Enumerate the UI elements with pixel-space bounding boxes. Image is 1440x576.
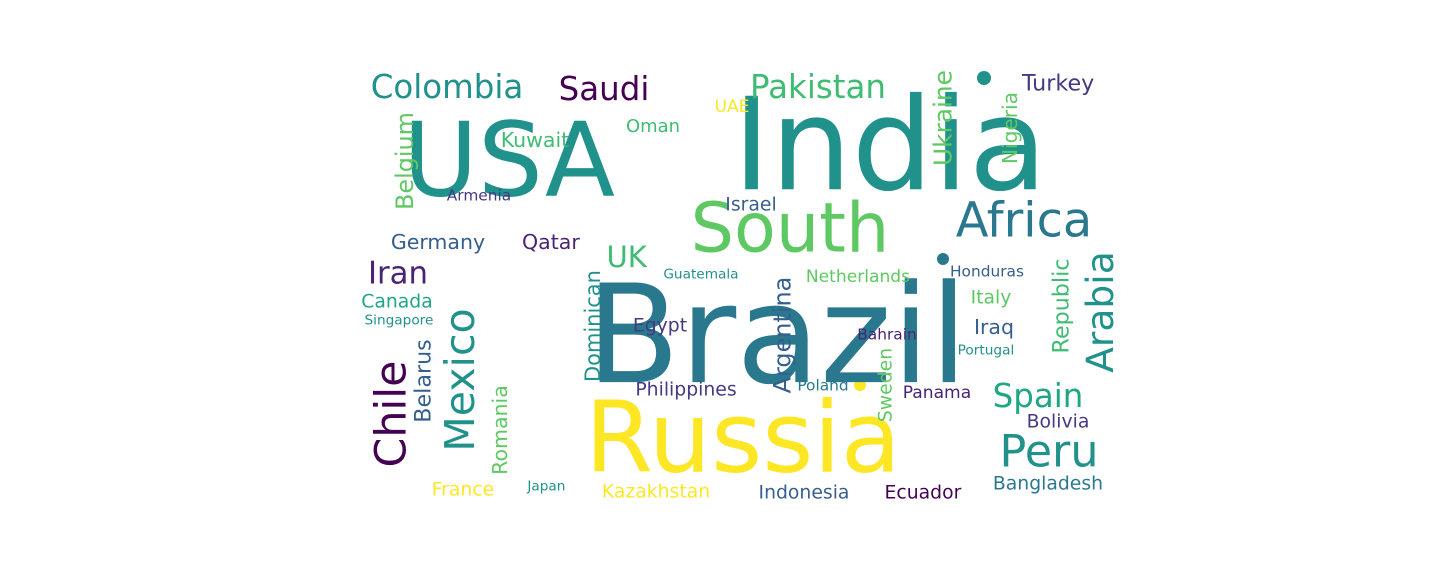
word-iraq: Iraq xyxy=(974,315,1014,339)
word-qatar: Qatar xyxy=(522,230,580,254)
word-ecuador: Ecuador xyxy=(885,482,962,503)
word-turkey: Turkey xyxy=(1021,71,1094,97)
decorative-dot xyxy=(937,253,949,265)
decorative-dot xyxy=(977,71,991,85)
word-sweden: Sweden xyxy=(875,348,896,422)
word-portugal: Portugal xyxy=(958,343,1015,359)
word-usa: USA xyxy=(403,101,615,220)
word-germany: Germany xyxy=(391,230,485,254)
word-uk: UK xyxy=(606,240,647,274)
word-singapore: Singapore xyxy=(365,313,434,329)
word-kazakhstan: Kazakhstan xyxy=(602,481,710,502)
word-ukraine: Ukraine xyxy=(929,70,958,166)
word-honduras: Honduras xyxy=(950,262,1024,280)
word-japan: Japan xyxy=(526,479,565,495)
word-france: France xyxy=(432,479,495,500)
word-romania: Romania xyxy=(488,385,512,475)
word-israel: Israel xyxy=(725,194,776,215)
word-brazil: Brazil xyxy=(586,256,968,415)
word-spain: Spain xyxy=(993,377,1084,415)
word-bolivia: Bolivia xyxy=(1027,411,1090,432)
word-armenia: Armenia xyxy=(447,186,511,204)
word-colombia: Colombia xyxy=(371,68,524,106)
word-pakistan: Pakistan xyxy=(750,68,886,106)
word-guatemala: Guatemala xyxy=(663,267,738,283)
word-republic: Republic xyxy=(1049,259,1075,354)
word-uae: UAE xyxy=(714,97,749,117)
word-india: India xyxy=(733,71,1048,220)
word-italy: Italy xyxy=(971,287,1012,308)
word-netherlands: Netherlands xyxy=(806,267,910,287)
word-poland: Poland xyxy=(797,376,848,394)
word-bangladesh: Bangladesh xyxy=(993,473,1103,494)
word-russia: Russia xyxy=(585,381,901,495)
word-nigeria: Nigeria xyxy=(998,92,1022,164)
word-south: South xyxy=(691,190,890,269)
word-chile: Chile xyxy=(367,361,417,468)
word-kuwait: Kuwait xyxy=(501,128,569,152)
word-saudi: Saudi xyxy=(559,70,650,108)
word-dominican: Dominican xyxy=(581,270,605,382)
word-philippines: Philippines xyxy=(635,379,736,400)
word-panama: Panama xyxy=(903,383,971,403)
word-arabia: Arabia xyxy=(1078,251,1122,373)
word-argentina: Argentina xyxy=(768,277,796,394)
word-bahrain: Bahrain xyxy=(857,325,916,343)
word-belarus: Belarus xyxy=(411,339,437,423)
word-egypt: Egypt xyxy=(633,315,687,336)
word-oman: Oman xyxy=(626,116,680,137)
decorative-dot xyxy=(854,379,866,391)
word-peru: Peru xyxy=(999,426,1098,477)
word-canada: Canada xyxy=(361,291,433,312)
word-mexico: Mexico xyxy=(436,308,484,451)
word-belgium: Belgium xyxy=(391,112,419,210)
word-africa: Africa xyxy=(956,194,1093,249)
word-indonesia: Indonesia xyxy=(759,482,850,503)
word-iran: Iran xyxy=(368,256,428,292)
